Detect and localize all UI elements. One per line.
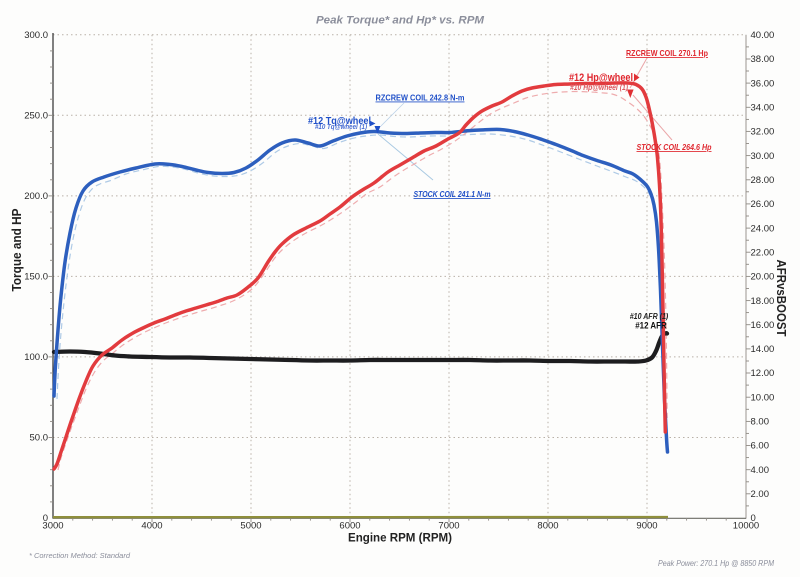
svg-text:38.00: 38.00 (751, 54, 775, 65)
svg-text:AFRvsBOOST: AFRvsBOOST (774, 260, 789, 337)
svg-text:26.00: 26.00 (751, 199, 775, 210)
svg-text:30.00: 30.00 (751, 151, 775, 162)
svg-text:#12 Tq@wheel: #12 Tq@wheel (308, 116, 371, 127)
svg-text:Torque and HP: Torque and HP (9, 208, 24, 291)
svg-text:10000: 10000 (733, 521, 759, 532)
svg-text:0: 0 (751, 513, 756, 524)
svg-text:200.0: 200.0 (24, 191, 48, 202)
svg-text:3000: 3000 (42, 521, 63, 532)
svg-text:4.00: 4.00 (751, 465, 770, 476)
svg-text:40.00: 40.00 (751, 30, 775, 41)
svg-text:24.00: 24.00 (751, 223, 775, 234)
svg-text:#10 Hp@wheel (1): #10 Hp@wheel (1) (570, 83, 628, 92)
svg-text:22.00: 22.00 (751, 247, 775, 258)
svg-text:6.00: 6.00 (751, 441, 770, 452)
svg-text:2.00: 2.00 (751, 489, 770, 500)
svg-text:STOCK COIL 241.1 N-m: STOCK COIL 241.1 N-m (414, 189, 491, 199)
svg-text:14.00: 14.00 (751, 344, 775, 355)
svg-text:4000: 4000 (141, 521, 162, 532)
svg-text:50.0: 50.0 (30, 433, 49, 444)
svg-text:100.0: 100.0 (24, 352, 48, 363)
svg-text:#12 Hp@wheel: #12 Hp@wheel (569, 72, 633, 84)
svg-text:32.00: 32.00 (751, 127, 775, 138)
svg-text:36.00: 36.00 (751, 78, 775, 89)
svg-text:#10 Tq@wheel (1): #10 Tq@wheel (1) (315, 122, 367, 131)
svg-text:#12 AFR: #12 AFR (635, 321, 667, 331)
svg-text:18.00: 18.00 (751, 296, 775, 307)
svg-text:RZCREW COIL 242.8 N-m: RZCREW COIL 242.8 N-m (376, 93, 465, 103)
svg-text:12.00: 12.00 (751, 368, 775, 379)
svg-text:8000: 8000 (537, 521, 558, 532)
svg-text:0: 0 (43, 513, 48, 524)
svg-text:10.00: 10.00 (751, 392, 775, 403)
svg-text:250.0: 250.0 (24, 111, 48, 122)
svg-text:RZCREW COIL 270.1 Hp: RZCREW COIL 270.1 Hp (626, 48, 708, 58)
svg-text:Peak Torque* and Hp* vs. RPM: Peak Torque* and Hp* vs. RPM (316, 15, 485, 27)
svg-text:#10 AFR (1): #10 AFR (1) (630, 312, 669, 321)
svg-text:34.00: 34.00 (751, 103, 775, 114)
svg-text:300.0: 300.0 (24, 30, 48, 41)
svg-text:Engine RPM (RPM): Engine RPM (RPM) (348, 533, 452, 545)
svg-text:16.00: 16.00 (751, 320, 775, 331)
svg-text:* Correction Method: Standard: * Correction Method: Standard (29, 551, 131, 560)
svg-text:7000: 7000 (438, 521, 459, 532)
svg-text:5000: 5000 (240, 521, 261, 532)
svg-text:20.00: 20.00 (751, 272, 775, 283)
svg-text:Peak Power: 270.1 Hp @ 8850 RP: Peak Power: 270.1 Hp @ 8850 RPM (658, 559, 774, 568)
svg-text:28.00: 28.00 (751, 175, 775, 186)
svg-text:STOCK COIL 264.6 Hp: STOCK COIL 264.6 Hp (637, 142, 712, 152)
svg-text:6000: 6000 (339, 521, 360, 532)
svg-text:150.0: 150.0 (24, 272, 48, 283)
svg-text:9000: 9000 (636, 521, 657, 532)
svg-text:8.00: 8.00 (751, 417, 770, 428)
